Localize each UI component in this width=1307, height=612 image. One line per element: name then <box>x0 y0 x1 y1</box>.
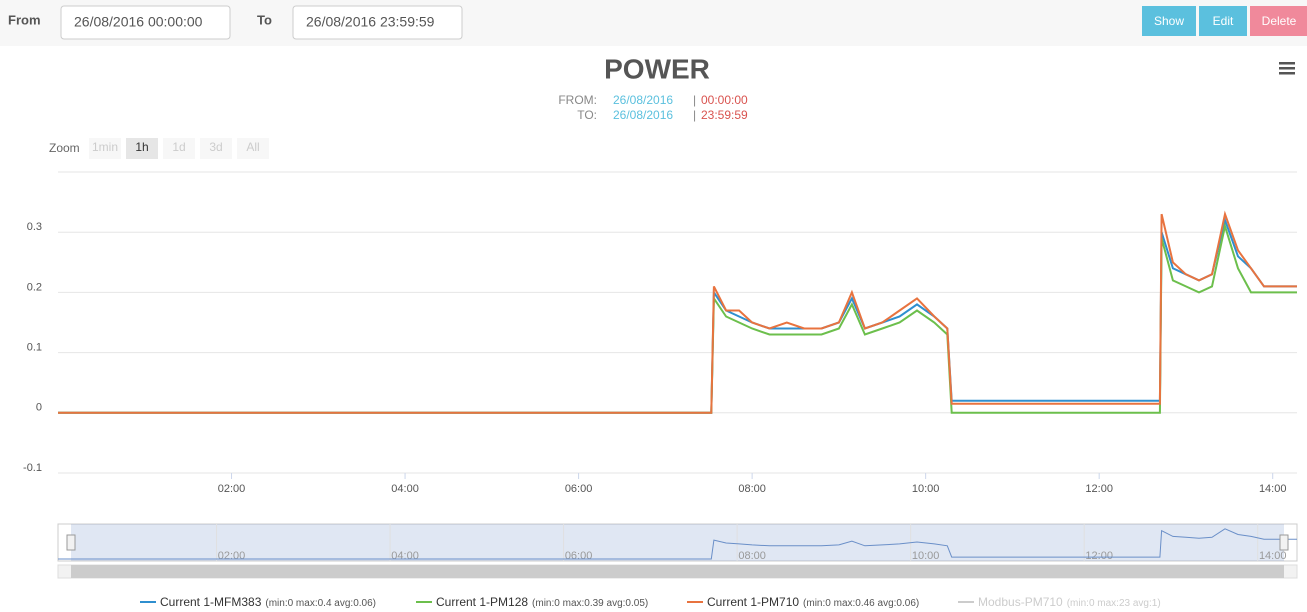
navigator-tick-label: 04:00 <box>391 550 419 562</box>
x-tick-label: 06:00 <box>565 483 593 495</box>
menu-icon[interactable] <box>1279 62 1295 75</box>
chart-title: POWER <box>604 53 710 84</box>
button[interactable] <box>1199 6 1247 36</box>
x-tick-label: 10:00 <box>912 483 940 495</box>
x-tick-label: 02:00 <box>218 483 246 495</box>
y-tick-label: 0.3 <box>27 221 42 233</box>
series-line <box>58 222 1297 414</box>
legend-stats: (min:0 max:0.46 avg:0.06) <box>803 598 919 609</box>
y-tick-label: 0 <box>36 402 42 414</box>
to-label: To <box>257 12 272 27</box>
x-tick-label: 14:00 <box>1259 483 1287 495</box>
legend-item[interactable]: Current 1-PM128 (min:0 max:0.39 avg:0.05) <box>436 595 648 609</box>
navigator-tick-label: 14:00 <box>1259 550 1287 562</box>
navigator-line <box>58 528 1297 560</box>
zoom-button[interactable] <box>200 138 232 159</box>
subtitle-time: 00:00:00 <box>701 93 748 107</box>
subtitle-sep: | <box>693 93 696 107</box>
y-tick-label: 0.1 <box>27 342 42 354</box>
subtitle-date: 26/08/2016 <box>613 108 673 122</box>
y-tick-label: -0.1 <box>23 462 42 474</box>
zoom-button-label: 3d <box>209 140 222 154</box>
x-tick-label: 04:00 <box>391 483 419 495</box>
series-line <box>58 210 1297 414</box>
navigator-tick-label: 06:00 <box>565 550 593 562</box>
scrollbar-thumb[interactable] <box>71 565 1284 578</box>
navigator <box>57 523 1298 562</box>
subtitle-sep: | <box>693 108 696 122</box>
zoom-button[interactable] <box>237 138 269 159</box>
legend-name: Current 1-PM710 <box>707 595 799 609</box>
legend-name: Modbus-PM710 <box>978 595 1063 609</box>
zoom-button-label: 1min <box>92 140 118 154</box>
zoom-button[interactable] <box>163 138 195 159</box>
legend-stats: (min:0 max:0.4 avg:0.06) <box>265 598 376 609</box>
button[interactable] <box>1250 6 1307 36</box>
legend-name: Current 1-MFM383 <box>160 595 262 609</box>
button[interactable] <box>1142 6 1196 36</box>
from-label: From <box>8 12 41 27</box>
subtitle-label: TO: <box>577 108 597 122</box>
legend-item[interactable]: Current 1-MFM383 (min:0 max:0.4 avg:0.06) <box>160 595 376 609</box>
zoom-button-label: 1h <box>135 140 148 154</box>
legend-stats: (min:0 max:23 avg:1) <box>1067 598 1161 609</box>
y-tick-label: 0.2 <box>27 281 42 293</box>
to-input[interactable] <box>292 5 463 40</box>
legend-name: Current 1-PM128 <box>436 595 528 609</box>
x-tick-label: 12:00 <box>1085 483 1113 495</box>
zoom-button[interactable] <box>89 138 121 159</box>
legend-item[interactable]: Modbus-PM710 (min:0 max:23 avg:1) <box>978 595 1161 609</box>
navigator-tick-label: 10:00 <box>912 550 940 562</box>
from-value: 26/08/2016 00:00:00 <box>74 14 203 30</box>
navigator-handle[interactable] <box>1279 534 1289 551</box>
subtitle-label: FROM: <box>558 93 597 107</box>
button-label: Edit <box>1213 14 1234 28</box>
button-label: Show <box>1154 14 1184 28</box>
from-input[interactable] <box>60 5 231 40</box>
zoom-button-label: 1d <box>172 140 185 154</box>
navigator-tick-label: 02:00 <box>218 550 246 562</box>
subtitle-time: 23:59:59 <box>701 108 748 122</box>
navigator-tick-label: 12:00 <box>1085 550 1113 562</box>
x-tick-label: 08:00 <box>738 483 766 495</box>
to-value: 26/08/2016 23:59:59 <box>306 14 435 30</box>
navigator-mask <box>71 524 1284 561</box>
zoom-label: Zoom <box>49 141 80 155</box>
button-label: Delete <box>1262 14 1297 28</box>
subtitle-date: 26/08/2016 <box>613 93 673 107</box>
zoom-button-label: All <box>246 140 259 154</box>
navigator-tick-label: 08:00 <box>738 550 766 562</box>
legend-stats: (min:0 max:0.39 avg:0.05) <box>532 598 648 609</box>
navigator-handle[interactable] <box>66 534 76 551</box>
legend-item[interactable]: Current 1-PM710 (min:0 max:0.46 avg:0.06) <box>707 595 919 609</box>
zoom-button[interactable] <box>126 138 158 159</box>
